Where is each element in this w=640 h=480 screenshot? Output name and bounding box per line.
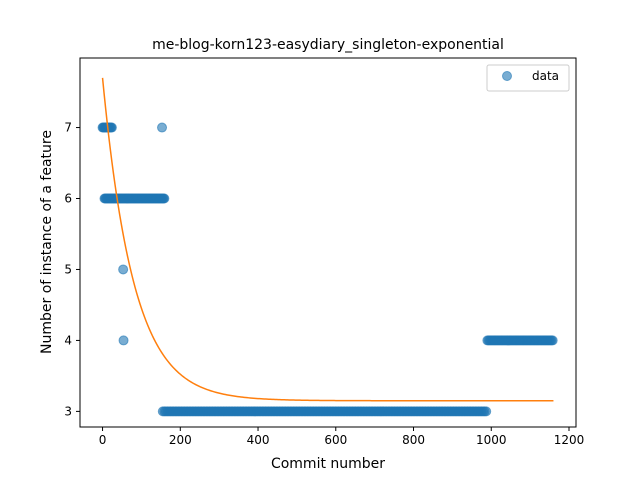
plot-frame <box>79 57 577 428</box>
x-axis: 0 200 400 600 800 1000 1200 <box>99 427 585 447</box>
x-axis-label: Commit number <box>271 456 385 472</box>
fit-line-group <box>101 77 554 402</box>
y-tick-label: 4 <box>64 333 72 347</box>
x-tick-label: 400 <box>247 433 270 447</box>
x-tick-label: 800 <box>402 433 425 447</box>
x-tick-label: 600 <box>324 433 347 447</box>
chart-title: me-blog-korn123-easydiary_singleton-expo… <box>152 37 504 53</box>
data-point <box>118 264 129 275</box>
data-points <box>97 122 558 417</box>
y-tick-label: 5 <box>64 262 72 276</box>
y-tick-label: 7 <box>64 121 72 135</box>
data-point <box>481 406 492 417</box>
x-tick-label: 1200 <box>554 433 585 447</box>
data-point <box>547 335 558 346</box>
data-point <box>159 193 170 204</box>
y-tick-label: 3 <box>64 404 72 418</box>
legend-label-data: data <box>532 69 559 83</box>
data-point <box>157 122 168 133</box>
x-tick-label: 0 <box>99 433 107 447</box>
legend-marker-data <box>502 71 512 81</box>
y-tick-label: 6 <box>64 192 72 206</box>
x-tick-label: 1000 <box>476 433 507 447</box>
y-axis-label: Number of instance of a feature <box>39 130 55 354</box>
legend: data <box>486 64 570 92</box>
data-point <box>118 335 129 346</box>
fit-line <box>101 77 554 402</box>
y-axis: 3 4 5 6 7 <box>64 121 80 418</box>
x-tick-label: 200 <box>169 433 192 447</box>
